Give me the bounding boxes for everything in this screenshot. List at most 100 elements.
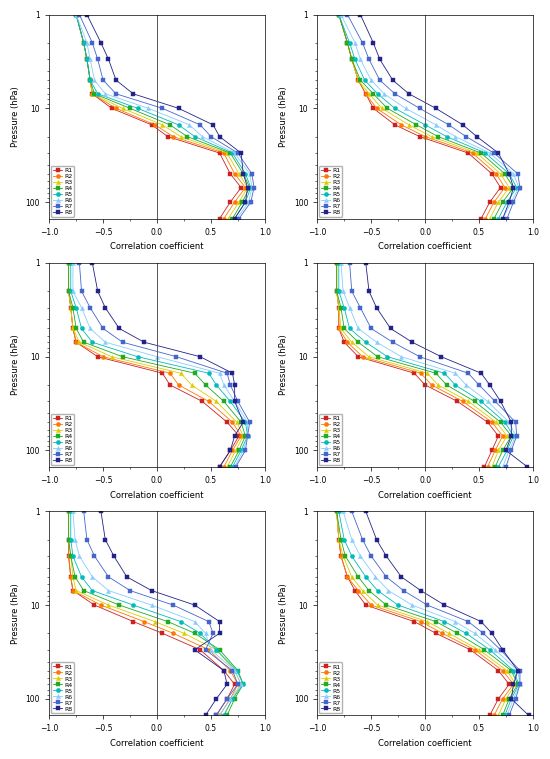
R6: [87, 55, 94, 64]
R4: [355, 572, 361, 581]
R4: [221, 397, 227, 406]
R8: [398, 572, 405, 581]
R5: [336, 10, 342, 19]
R7: [400, 586, 407, 595]
R7: [516, 183, 523, 192]
R7: [159, 104, 166, 113]
R5: [232, 214, 238, 223]
R4: [227, 462, 234, 471]
R3: [70, 572, 76, 581]
R7: [235, 214, 242, 223]
R7: [349, 507, 355, 516]
R7: [359, 38, 366, 47]
R2: [98, 600, 104, 609]
R4: [72, 572, 78, 581]
R3: [366, 352, 372, 361]
R5: [395, 600, 402, 609]
Legend: R1, R2, R3, R4, R5, R6, R7, R8: R1, R2, R3, R4, R5, R6, R7, R8: [51, 165, 74, 216]
R4: [384, 104, 390, 113]
Line: R7: R7: [345, 13, 522, 221]
R1: [336, 303, 342, 312]
R8: [98, 38, 104, 47]
R3: [476, 645, 482, 654]
R3: [70, 324, 76, 333]
R5: [89, 338, 96, 347]
R6: [510, 169, 517, 178]
R2: [492, 446, 498, 455]
R7: [389, 338, 396, 347]
R6: [340, 287, 346, 296]
R5: [234, 666, 240, 676]
R2: [333, 507, 340, 516]
R2: [221, 214, 227, 223]
R1: [333, 258, 340, 267]
R7: [113, 90, 119, 99]
R7: [235, 149, 241, 158]
Line: R7: R7: [78, 13, 256, 221]
Line: R3: R3: [334, 261, 509, 469]
R1: [130, 617, 136, 626]
R1: [485, 417, 491, 427]
R2: [229, 417, 236, 427]
R8: [459, 120, 466, 129]
Line: R6: R6: [71, 509, 243, 717]
R8: [405, 90, 412, 99]
R5: [375, 90, 381, 99]
R6: [70, 507, 76, 516]
R3: [68, 303, 74, 312]
R5: [229, 694, 236, 704]
R6: [232, 462, 238, 471]
Line: R1: R1: [334, 261, 500, 469]
R5: [336, 507, 342, 516]
R4: [227, 149, 234, 158]
R4: [508, 431, 515, 440]
R6: [186, 120, 192, 129]
R4: [80, 586, 87, 595]
R3: [234, 417, 240, 427]
R3: [73, 586, 79, 595]
R2: [113, 104, 119, 113]
R3: [65, 507, 72, 516]
R3: [349, 55, 355, 64]
R2: [510, 680, 517, 689]
R6: [357, 552, 364, 561]
R8: [432, 104, 439, 113]
R2: [89, 90, 96, 99]
R7: [210, 628, 216, 638]
R4: [87, 76, 94, 85]
R6: [91, 76, 98, 85]
R3: [244, 183, 251, 192]
R5: [84, 55, 90, 64]
R7: [105, 572, 112, 581]
R5: [349, 552, 355, 561]
R5: [452, 380, 459, 389]
X-axis label: Correlation coefficient: Correlation coefficient: [110, 242, 204, 251]
R7: [366, 55, 372, 64]
R2: [73, 10, 79, 19]
R5: [134, 104, 141, 113]
R6: [240, 446, 246, 455]
R1: [486, 197, 493, 206]
R7: [476, 380, 482, 389]
R2: [221, 462, 227, 471]
R4: [375, 352, 381, 361]
R6: [409, 600, 415, 609]
R7: [249, 169, 255, 178]
R8: [240, 417, 246, 427]
R3: [213, 397, 219, 406]
R3: [504, 431, 510, 440]
R2: [373, 104, 380, 113]
R5: [482, 149, 489, 158]
R2: [65, 535, 72, 544]
R5: [422, 120, 428, 129]
R1: [355, 76, 361, 85]
R3: [378, 104, 385, 113]
R2: [65, 287, 72, 296]
R5: [362, 338, 369, 347]
R4: [471, 397, 478, 406]
R1: [91, 600, 98, 609]
R7: [465, 617, 471, 626]
Line: R4: R4: [74, 13, 252, 221]
R8: [202, 710, 209, 720]
R2: [502, 183, 508, 192]
